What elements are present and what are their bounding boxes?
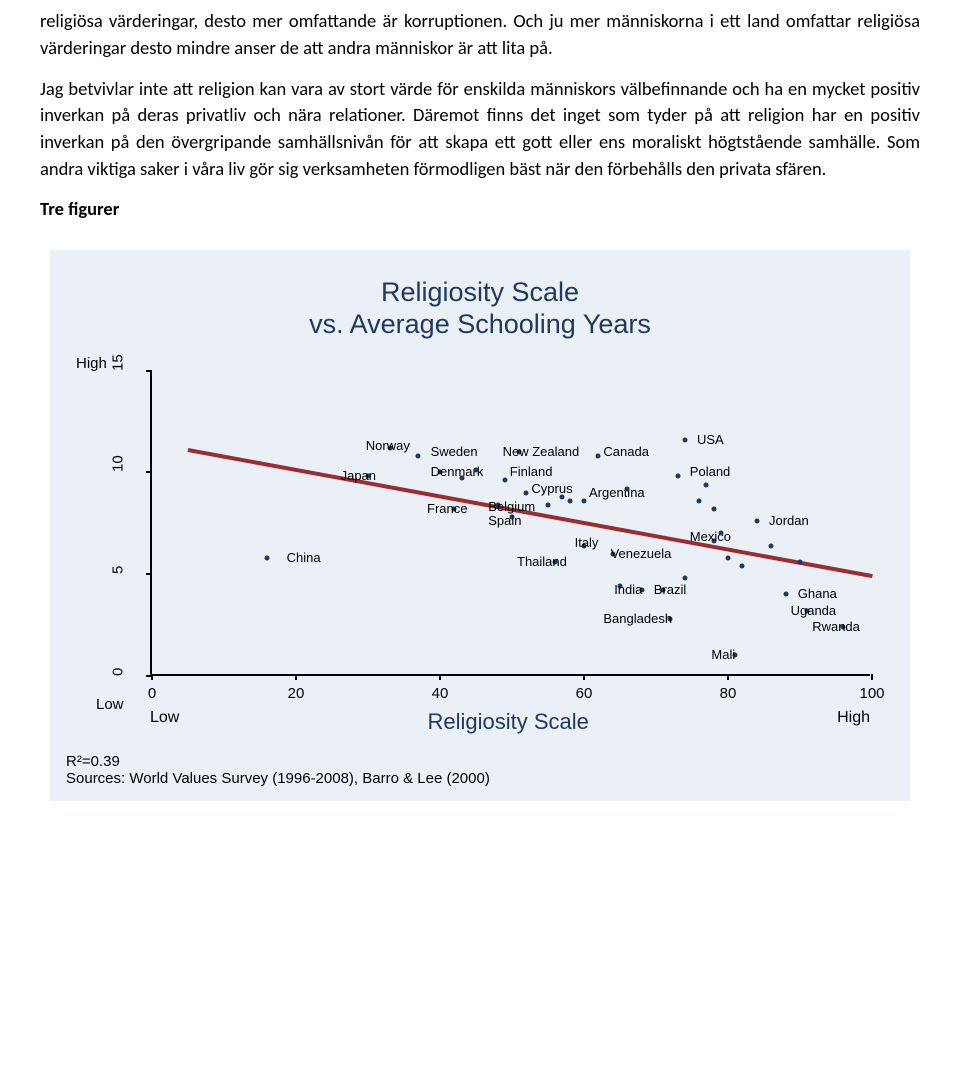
point-label: Sweden (431, 444, 478, 459)
y-tick-label: 0 (110, 667, 127, 675)
data-point (625, 486, 630, 491)
data-point (502, 478, 507, 483)
x-axis-row: Low Religiosity Scale High (150, 709, 870, 735)
y-tick-label: 15 (110, 354, 127, 371)
point-label: Mexico (690, 529, 731, 544)
point-label: Jordan (769, 513, 809, 528)
data-point (682, 437, 687, 442)
x-tick-label: 20 (288, 685, 305, 702)
paragraph-1: religiösa värderingar, desto mer omfatta… (40, 8, 920, 62)
x-tick-label: 100 (859, 685, 884, 702)
point-label: Uganda (791, 603, 837, 618)
data-point (718, 531, 723, 536)
point-label: Ghana (798, 586, 837, 601)
x-tick-label: 80 (720, 685, 737, 702)
point-label: France (427, 501, 467, 516)
x-high-label: High (837, 709, 870, 735)
y-tick-label: 10 (110, 456, 127, 473)
chart-title-1: Religiosity Scale (381, 277, 579, 307)
point-label: Thailand (517, 554, 567, 569)
point-label: Japan (341, 468, 376, 483)
data-point (783, 592, 788, 597)
paragraph-2: Jag betvivlar inte att religion kan vara… (40, 76, 920, 183)
data-point (582, 498, 587, 503)
y-high-label: High (76, 355, 107, 372)
x-tick-label: 40 (432, 685, 449, 702)
subheading: Tre figurer (40, 197, 920, 220)
point-label: Norway (366, 438, 410, 453)
point-label: Poland (690, 464, 730, 479)
data-point (754, 519, 759, 524)
x-tick-label: 60 (576, 685, 593, 702)
point-label: Italy (575, 535, 599, 550)
point-label: Cyprus (531, 481, 572, 496)
y-tick-label: 5 (110, 566, 127, 574)
point-label: Belgium (488, 499, 535, 514)
x-axis-title: Religiosity Scale (428, 709, 589, 735)
data-point (697, 498, 702, 503)
point-label: Argentina (589, 485, 645, 500)
data-point (798, 559, 803, 564)
data-point (474, 468, 479, 473)
data-point (546, 502, 551, 507)
point-label: Bangladesh (603, 611, 672, 626)
point-label: New Zealand (503, 444, 580, 459)
data-point (711, 506, 716, 511)
data-point (567, 498, 572, 503)
chart-title: Religiosity Scale vs. Average Schooling … (66, 276, 894, 341)
data-point (740, 563, 745, 568)
data-point (675, 474, 680, 479)
point-label: Rwanda (812, 619, 860, 634)
data-point (524, 490, 529, 495)
point-label: Finland (510, 464, 553, 479)
chart-footer: R²=0.39 Sources: World Values Survey (19… (66, 753, 894, 787)
x-tick-label: 0 (148, 685, 156, 702)
point-label: Canada (603, 444, 649, 459)
plot: 020406080100ChinaJapanNorwaySwedenFrance… (150, 371, 870, 676)
y-low-corner: Low (96, 696, 124, 713)
data-point (769, 543, 774, 548)
data-point (560, 494, 565, 499)
data-point (596, 454, 601, 459)
data-point (682, 576, 687, 581)
point-label: India (614, 582, 642, 597)
sources: Sources: World Values Survey (1996-2008)… (66, 770, 894, 787)
chart-card: Religiosity Scale vs. Average Schooling … (50, 250, 910, 801)
data-point (265, 555, 270, 560)
point-label: USA (697, 432, 724, 447)
r-squared: R²=0.39 (66, 753, 894, 770)
chart-title-2: vs. Average Schooling Years (309, 309, 651, 339)
point-label: Mali (711, 647, 735, 662)
point-label: Spain (488, 513, 521, 528)
point-label: China (287, 550, 321, 565)
data-point (726, 555, 731, 560)
x-low-label: Low (150, 709, 179, 735)
data-point (704, 482, 709, 487)
point-label: Brazil (654, 582, 687, 597)
point-label: Venezuela (611, 546, 672, 561)
chart-area: High Low 020406080100ChinaJapanNorwaySwe… (70, 351, 890, 741)
data-point (416, 454, 421, 459)
